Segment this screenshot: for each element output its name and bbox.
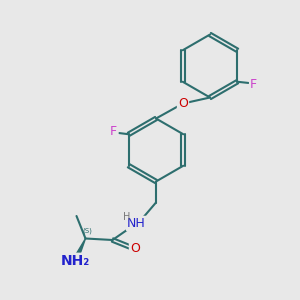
Text: NH₂: NH₂ xyxy=(60,254,90,268)
Text: O: O xyxy=(130,242,140,256)
Text: (S): (S) xyxy=(82,228,92,234)
Text: H: H xyxy=(123,212,130,222)
Polygon shape xyxy=(73,238,85,262)
Text: F: F xyxy=(110,125,117,138)
Text: NH: NH xyxy=(127,217,146,230)
Text: F: F xyxy=(250,78,257,91)
Text: O: O xyxy=(178,97,188,110)
